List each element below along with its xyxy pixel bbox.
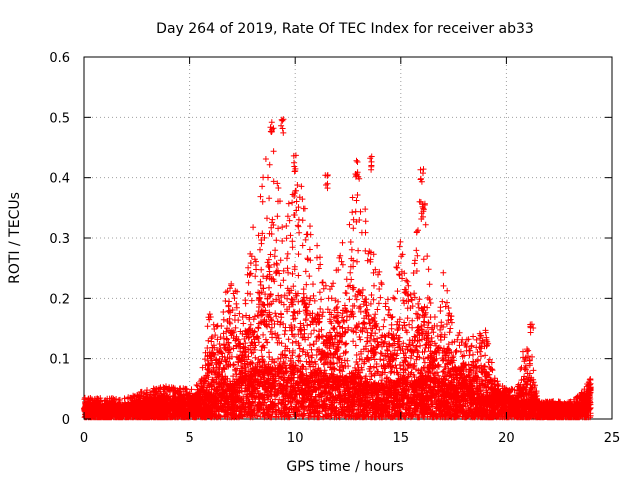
x-tick-label: 0	[80, 431, 88, 446]
y-tick-label: 0.1	[49, 353, 70, 368]
data-points	[81, 116, 594, 421]
x-tick-label: 5	[185, 431, 193, 446]
y-tick-label: 0	[62, 413, 70, 428]
x-tick-label: 15	[393, 431, 410, 446]
x-tick-label: 25	[604, 431, 621, 446]
y-tick-label: 0.5	[49, 111, 70, 126]
x-axis-ticks: 0 5 10 15 20 25	[80, 57, 620, 446]
y-tick-label: 0.2	[49, 292, 70, 307]
x-tick-label: 10	[287, 431, 304, 446]
grid-lines	[84, 57, 612, 419]
y-axis-ticks: 0 0.1 0.2 0.3 0.4 0.5 0.6	[49, 51, 612, 428]
data-point-markers	[81, 116, 594, 421]
x-tick-label: 20	[498, 431, 515, 446]
y-axis-label: ROTI / TECUs	[7, 192, 23, 284]
x-axis-label: GPS time / hours	[286, 459, 403, 475]
y-tick-label: 0.4	[49, 172, 70, 187]
y-tick-label: 0.3	[49, 232, 70, 247]
y-tick-label: 0.6	[49, 51, 70, 66]
chart-title: Day 264 of 2019, Rate Of TEC Index for r…	[156, 21, 534, 37]
